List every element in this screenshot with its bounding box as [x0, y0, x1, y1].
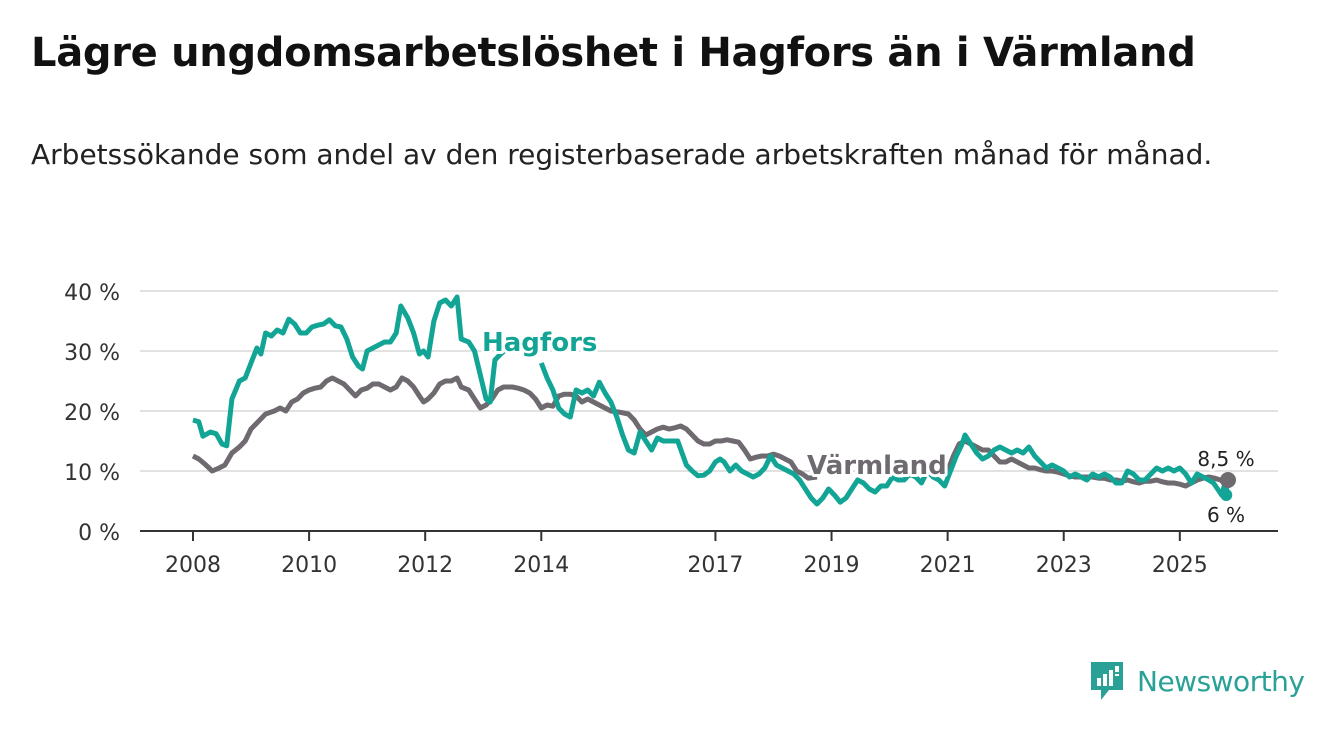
varmland-end-value-label: 8,5 %: [1197, 447, 1254, 471]
y-tick-label: 10 %: [64, 461, 120, 486]
line-chart: 0 % 10 % 20 % 30 % 40 % 2008 2010 2012 2014 2017…: [64, 281, 1278, 578]
x-tick-label: 2021: [920, 553, 976, 578]
newsworthy-logo-icon: [1091, 662, 1123, 700]
hagfors-series-label: Hagfors: [482, 328, 597, 358]
varmland-end-marker: [1220, 472, 1236, 488]
x-tick-label: 2008: [165, 553, 221, 578]
series-layer: [191, 294, 1236, 507]
hagfors-end-marker: [1220, 489, 1233, 501]
series-line-varmland: [191, 375, 818, 481]
y-tick-label: 30 %: [64, 341, 120, 366]
series-line-hagfors-recent: [538, 362, 1231, 507]
x-tick-label: 2023: [1036, 553, 1092, 578]
y-axis-tick-labels: 0 % 10 % 20 % 30 % 40 %: [64, 281, 120, 546]
newsworthy-logo-text: Newsworthy: [1137, 664, 1305, 698]
series-labels: Hagfors Värmland 8,5 % 6 %: [479, 325, 1258, 530]
y-tick-label: 40 %: [64, 281, 120, 306]
x-axis-tick-labels: 2008 2010 2012 2014 2017 2019 2021 2023 2025: [165, 531, 1208, 578]
series-line-hagfors: [192, 294, 514, 449]
y-tick-label: 20 %: [64, 401, 120, 426]
x-tick-label: 2025: [1152, 553, 1208, 578]
chart-title: Lägre ungdomsarbetslöshet i Hagfors än i…: [31, 30, 1196, 76]
newsworthy-logo: Newsworthy: [1089, 660, 1305, 702]
chart-subtitle: Arbetssökande som andel av den registerb…: [31, 138, 1213, 171]
x-tick-label: 2017: [687, 553, 743, 578]
x-tick-label: 2012: [397, 553, 453, 578]
hagfors-end-value-label: 6 %: [1207, 503, 1245, 527]
varmland-series-label: Värmland: [807, 451, 947, 481]
x-tick-label: 2010: [281, 553, 337, 578]
y-tick-label: 0 %: [78, 521, 120, 546]
x-tick-label: 2014: [513, 553, 569, 578]
x-tick-label: 2019: [804, 553, 860, 578]
